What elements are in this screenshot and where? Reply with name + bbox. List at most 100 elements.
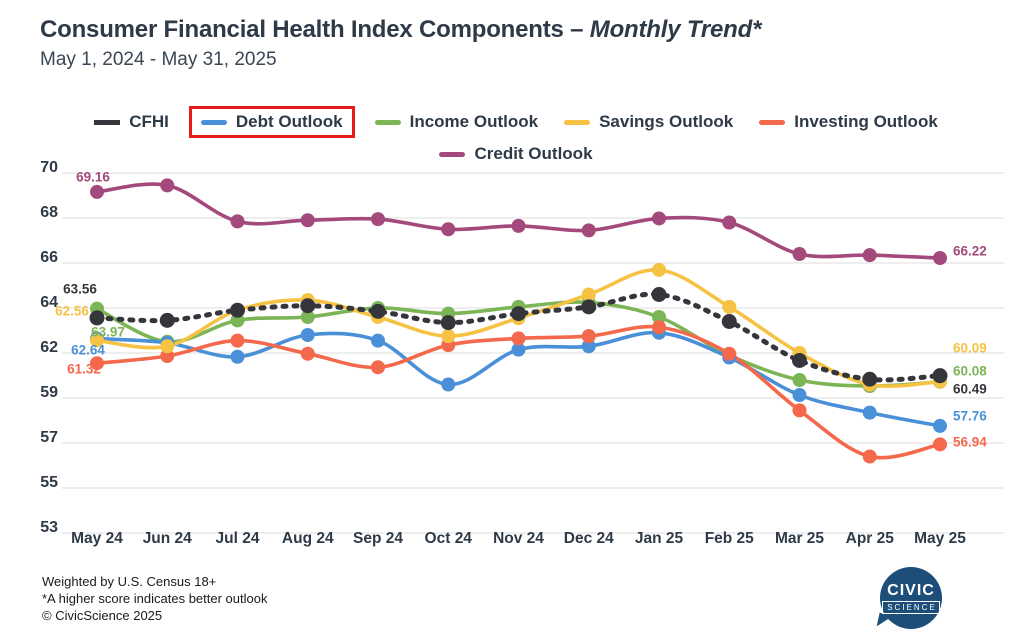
series-line-income-outlook (95, 300, 942, 388)
civicscience-logo: CIVIC SCIENCE (876, 566, 943, 632)
x-tick-label: Aug 24 (282, 530, 334, 547)
data-point-investing-outlook (722, 346, 737, 361)
data-point-debt-outlook (862, 405, 877, 420)
data-point-cfhi (440, 315, 456, 331)
series-line-credit-outlook (95, 182, 942, 260)
chart-footnotes: Weighted by U.S. Census 18+ *A higher sc… (42, 573, 267, 624)
data-point-income-outlook (933, 374, 947, 389)
data-point-savings-outlook (300, 293, 315, 308)
data-point-income-outlook (722, 348, 737, 363)
data-point-cfhi (230, 302, 245, 318)
series-line-debt-outlook (95, 330, 942, 428)
y-tick-label: 66 (40, 249, 58, 266)
legend-item-credit-outlook[interactable]: Credit Outlook (433, 140, 598, 168)
data-point-income-outlook (511, 299, 526, 314)
data-point-savings-outlook (652, 262, 666, 277)
data-point-debt-outlook (90, 331, 104, 346)
data-point-debt-outlook (300, 328, 315, 342)
x-tick-label: May 24 (71, 530, 123, 547)
data-point-debt-outlook (371, 333, 385, 348)
data-point-credit-outlook (933, 251, 947, 266)
data-point-savings-outlook (862, 377, 877, 392)
title-block: Consumer Financial Health Index Componen… (40, 16, 761, 71)
data-point-income-outlook (160, 334, 175, 349)
data-point-credit-outlook (441, 222, 456, 237)
y-tick-label: 64 (40, 294, 58, 311)
legend-item-savings-outlook[interactable]: Savings Outlook (558, 108, 739, 136)
data-point-income-outlook (792, 373, 807, 387)
x-tick-label: Oct 24 (425, 530, 473, 547)
x-tick-label: Feb 25 (705, 530, 754, 547)
legend-item-investing-outlook[interactable]: Investing Outlook (753, 108, 944, 136)
data-point-credit-outlook (722, 215, 737, 230)
y-tick-label: 53 (40, 519, 58, 536)
data-point-savings-outlook (722, 299, 737, 314)
start-value-label-investing-outlook: 61.32 (67, 362, 101, 377)
y-tick-label: 55 (40, 474, 58, 491)
data-point-income-outlook (300, 310, 315, 324)
data-point-credit-outlook (230, 214, 245, 229)
y-tick-label: 68 (40, 204, 58, 221)
data-point-investing-outlook (441, 338, 456, 353)
legend-item-cfhi[interactable]: CFHI (88, 108, 175, 136)
x-tick-label: Mar 25 (775, 530, 824, 547)
data-point-income-outlook (371, 301, 385, 315)
data-point-savings-outlook (90, 333, 104, 348)
legend-label: Investing Outlook (794, 112, 938, 131)
data-point-debt-outlook (581, 339, 596, 354)
legend-item-debt-outlook[interactable]: Debt Outlook (188, 106, 355, 138)
page-title: Consumer Financial Health Index Componen… (40, 16, 762, 43)
data-point-debt-outlook (230, 349, 245, 364)
data-point-income-outlook (90, 301, 104, 316)
data-point-savings-outlook (792, 346, 807, 360)
data-point-debt-outlook (792, 388, 807, 402)
data-point-cfhi (792, 353, 807, 368)
data-point-cfhi (159, 312, 175, 328)
start-value-label-savings-outlook: 62.56 (55, 304, 89, 319)
data-point-savings-outlook (581, 287, 596, 302)
series-line-investing-outlook (95, 324, 942, 460)
data-point-cfhi (581, 299, 597, 315)
data-point-investing-outlook (160, 349, 175, 363)
start-value-label-debt-outlook: 62.64 (71, 343, 105, 358)
legend-item-income-outlook[interactable]: Income Outlook (369, 108, 544, 136)
debt-line-swatch-icon (200, 119, 227, 125)
logo-text-science: SCIENCE (882, 600, 940, 614)
series-line-savings-outlook (95, 268, 942, 388)
legend-label: Savings Outlook (599, 112, 734, 131)
footnote-copyright: © CivicScience 2025 (42, 608, 163, 623)
x-tick-label: Jan 25 (635, 530, 684, 547)
income-line-swatch-icon (374, 119, 401, 125)
data-point-credit-outlook (160, 178, 175, 193)
data-point-savings-outlook (511, 311, 526, 326)
legend-row-1: CFHI Debt Outlook Income Outlook Savings… (0, 106, 1032, 138)
data-point-savings-outlook (933, 374, 947, 389)
end-value-label-savings-outlook: 60.09 (953, 341, 987, 356)
data-point-debt-outlook (160, 335, 175, 350)
data-point-cfhi (300, 298, 316, 314)
data-point-cfhi (651, 287, 667, 302)
data-point-debt-outlook (441, 377, 456, 392)
y-tick-label: 57 (40, 429, 58, 446)
x-tick-label: Jun 24 (143, 530, 192, 547)
data-point-income-outlook (652, 310, 666, 324)
legend-row-2: Credit Outlook (0, 140, 1032, 168)
data-point-debt-outlook (933, 418, 947, 433)
x-tick-label: Jul 24 (216, 530, 260, 547)
data-point-credit-outlook (300, 213, 315, 228)
data-point-investing-outlook (652, 320, 666, 335)
legend-label: Credit Outlook (474, 144, 593, 163)
logo-bubble: CIVIC SCIENCE (880, 567, 942, 629)
start-value-label-credit-outlook: 69.16 (76, 170, 110, 185)
data-point-debt-outlook (652, 325, 666, 340)
x-tick-label: Nov 24 (493, 530, 544, 547)
series-line-cfhi (94, 291, 943, 383)
data-point-credit-outlook (581, 223, 596, 238)
data-point-savings-outlook (230, 303, 245, 318)
data-point-debt-outlook (722, 350, 737, 365)
data-point-cfhi (89, 310, 105, 326)
data-point-debt-outlook (511, 342, 526, 357)
legend-label: Debt Outlook (235, 112, 343, 131)
data-point-investing-outlook (792, 403, 807, 418)
